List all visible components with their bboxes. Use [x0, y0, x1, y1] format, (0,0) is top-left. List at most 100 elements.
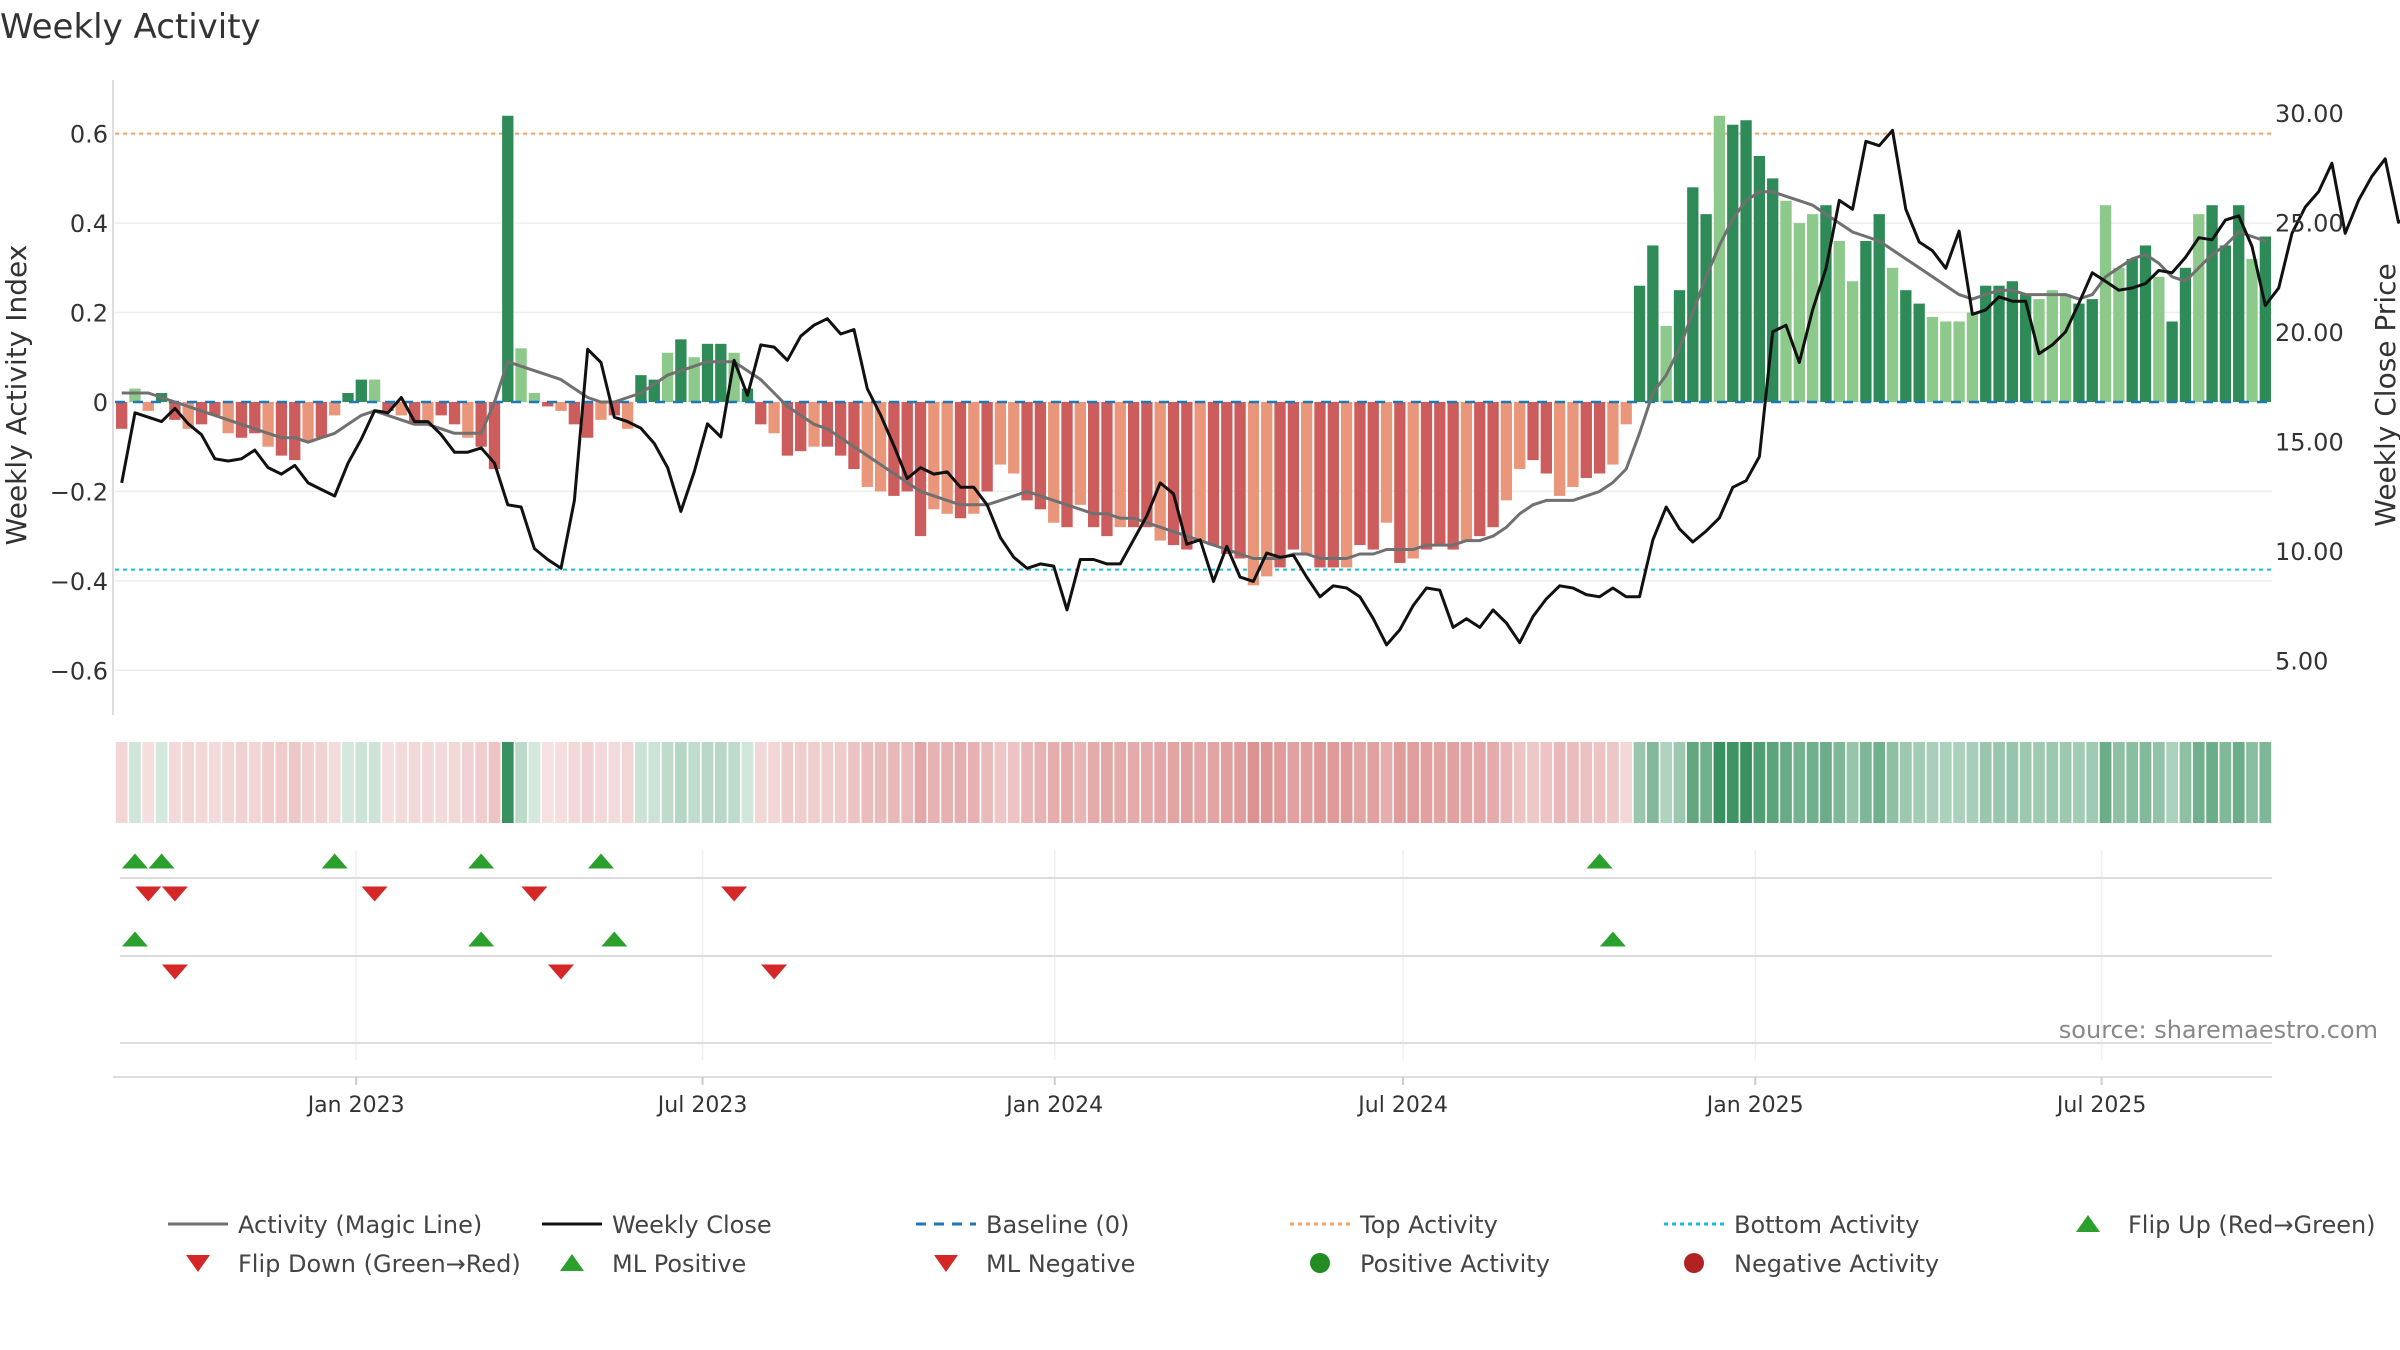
activity-strip-cell: [2086, 742, 2099, 823]
activity-bar: [1274, 401, 1286, 568]
activity-strip-cell: [768, 742, 780, 823]
activity-bar: [2073, 303, 2085, 402]
activity-bar: [275, 401, 288, 456]
activity-strip-cell: [728, 742, 740, 823]
activity-bar: [1221, 401, 1233, 555]
activity-strip-cell: [1300, 742, 1313, 823]
activity-strip-cell: [2179, 742, 2192, 823]
activity-bar: [2259, 236, 2271, 402]
activity-bar: [302, 401, 314, 443]
x-tick-label: Jan 2023: [306, 1093, 405, 1118]
activity-strip-cell: [1553, 742, 1566, 823]
activity-bar: [1101, 401, 1113, 537]
flip-up-marker: [321, 853, 348, 869]
activity-strip-cell: [688, 742, 701, 823]
magic-line-series: [121, 190, 2266, 560]
activity-strip-cell: [461, 742, 474, 823]
activity-strip-cell: [1633, 742, 1646, 823]
flip-down-marker: [161, 886, 188, 902]
activity-bar: [2206, 205, 2218, 402]
activity-strip-cell: [1314, 742, 1326, 823]
activity-strip-cell: [302, 742, 314, 823]
legend-label: Activity (Magic Line): [238, 1211, 482, 1239]
activity-bar: [1181, 401, 1193, 550]
activity-strip-cell: [1367, 742, 1380, 823]
activity-bar: [928, 401, 940, 510]
activity-bar: [182, 401, 194, 429]
activity-bar: [821, 401, 833, 447]
activity-strip-cell: [515, 742, 527, 823]
activity-strip-cell: [222, 742, 235, 823]
activity-strip-cell: [1567, 742, 1579, 823]
activity-bar: [1740, 120, 1752, 402]
x-tick-label: Jul 2023: [656, 1093, 748, 1118]
activity-bar: [1607, 401, 1619, 465]
activity-strip-cell: [2113, 742, 2125, 823]
activity-bar: [701, 343, 714, 402]
activity-strip-cell: [1154, 742, 1167, 823]
legend-label: Flip Down (Green→Red): [238, 1250, 521, 1278]
ml-positive-marker: [121, 931, 148, 947]
activity-strip-cell: [395, 742, 408, 823]
activity-bar: [595, 401, 607, 420]
activity-strip-cell: [648, 742, 661, 823]
activity-bar: [1820, 205, 1832, 402]
activity-strip-cell: [1354, 742, 1366, 823]
activity-strip-cell: [1167, 742, 1180, 823]
activity-bar: [848, 401, 860, 470]
activity-bar: [2193, 214, 2205, 402]
activity-strip-cell: [967, 742, 980, 823]
activity-strip-cell: [1726, 742, 1739, 823]
activity-strip-cell: [1460, 742, 1473, 823]
activity-bar: [1087, 401, 1100, 528]
activity-bar: [2099, 205, 2112, 402]
legend-swatch: [2076, 1215, 2100, 1232]
y2-tick-label: 25.00: [2275, 209, 2344, 237]
gridlines: [115, 132, 2272, 1060]
activity-bar: [235, 401, 248, 438]
legend-entry: Flip Up (Red→Green): [2076, 1211, 2376, 1239]
activity-strip-cell: [1247, 742, 1260, 823]
activity-strip-cell: [1593, 742, 1606, 823]
flip-down-marker: [721, 886, 748, 902]
legend-entry: Top Activity: [1290, 1211, 1498, 1239]
activity-bar: [1713, 115, 1726, 402]
activity-bar: [1474, 401, 1486, 537]
activity-strip-cell: [1913, 742, 1926, 823]
activity-strip-cell: [1447, 742, 1459, 823]
activity-strip-cell: [741, 742, 754, 823]
activity-bar: [781, 401, 794, 456]
activity-bar: [289, 401, 301, 461]
activity-bar: [1926, 317, 1939, 402]
activity-bar: [528, 393, 541, 402]
activity-bar: [1633, 285, 1646, 402]
activity-strip-cell: [901, 742, 914, 823]
activity-strip-cell: [1114, 742, 1127, 823]
activity-bar: [981, 401, 993, 492]
activity-bar: [2059, 294, 2072, 402]
activity-strip-cell: [262, 742, 274, 823]
activity-strip-cell: [435, 742, 448, 823]
activity-bar: [1301, 401, 1313, 555]
activity-strip-cell: [1194, 742, 1207, 823]
activity-bar: [2179, 267, 2192, 402]
chart-title: Weekly Activity: [0, 7, 261, 47]
activity-strip-cell: [1340, 742, 1353, 823]
activity-strip-cell: [1527, 742, 1539, 823]
activity-bar: [1793, 223, 1805, 402]
activity-bar: [1394, 401, 1406, 563]
activity-bar: [968, 401, 980, 514]
activity-strip-cell: [408, 742, 421, 823]
activity-bar: [768, 401, 780, 434]
activity-bar: [1207, 401, 1220, 546]
x-axis: Jan 2023 Jul 2023 Jan 2024 Jul 2024 Jan 2025…: [113, 1076, 2272, 1118]
activity-bar: [408, 401, 421, 425]
ml-positive-marker: [1599, 931, 1626, 947]
activity-strip-cell: [209, 742, 221, 823]
activity-strip-cell: [2219, 742, 2232, 823]
activity-strip-cell: [2126, 742, 2139, 823]
activity-bar: [1287, 401, 1300, 550]
activity-strip-cell: [661, 742, 674, 823]
y-tick-label: 0.2: [70, 300, 108, 328]
